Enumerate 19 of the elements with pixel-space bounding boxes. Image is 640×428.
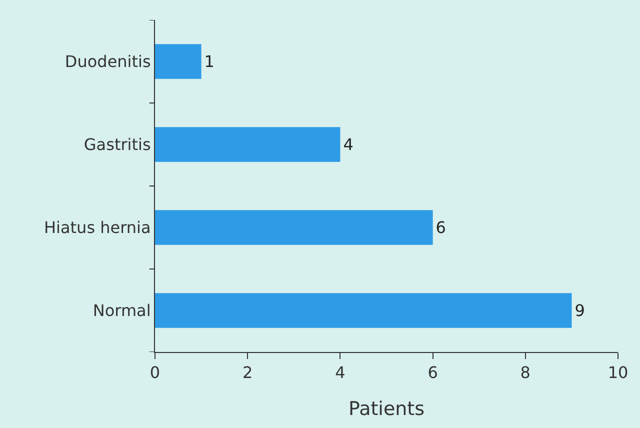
x-axis-title: Patients (348, 398, 425, 420)
x-tick-label: 6 (428, 363, 438, 382)
y-tick-label: Duodenitis (64, 52, 151, 72)
y-tick-label: Hiatus hernia (44, 218, 151, 238)
bar (155, 127, 340, 162)
bar (155, 293, 572, 328)
x-tick-label: 10 (608, 363, 628, 382)
data-label: 6 (436, 218, 446, 237)
x-tick-label: 4 (335, 363, 346, 382)
x-tick-label: 2 (242, 363, 253, 382)
data-label: 9 (574, 301, 585, 320)
y-tick-label: Gastritis (84, 135, 151, 154)
x-tick-label: 0 (150, 363, 160, 382)
x-tick-label: 8 (520, 363, 530, 382)
y-tick-label: Normal (92, 301, 151, 320)
bar (155, 210, 433, 245)
bar (155, 44, 202, 79)
data-label: 4 (343, 135, 354, 154)
data-label: 1 (204, 52, 214, 71)
